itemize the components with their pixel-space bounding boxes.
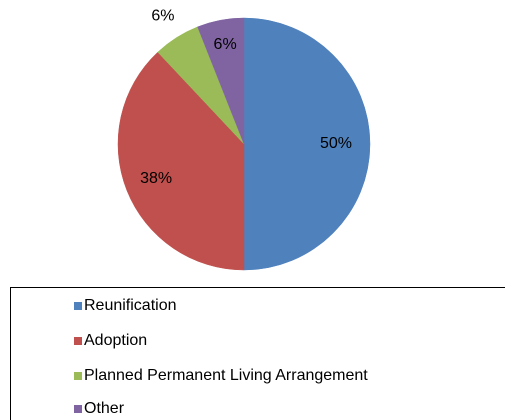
pie-slice bbox=[243, 17, 371, 271]
legend-box bbox=[10, 287, 505, 420]
data-label: 6% bbox=[214, 36, 237, 53]
pie-slice bbox=[197, 17, 245, 145]
legend-swatch bbox=[74, 372, 82, 380]
legend-swatch bbox=[74, 405, 82, 413]
legend-label: Planned Permanent Living Arrangement bbox=[84, 367, 368, 384]
data-label: 6% bbox=[151, 8, 174, 25]
legend-swatch bbox=[74, 302, 82, 310]
data-label: 38% bbox=[140, 170, 172, 187]
pie-slice bbox=[117, 51, 245, 271]
legend-swatch bbox=[74, 337, 82, 345]
legend-label: Reunification bbox=[84, 297, 177, 314]
data-label: 50% bbox=[320, 135, 352, 152]
legend-label: Adoption bbox=[84, 332, 147, 349]
legend-label: Other bbox=[84, 400, 125, 417]
